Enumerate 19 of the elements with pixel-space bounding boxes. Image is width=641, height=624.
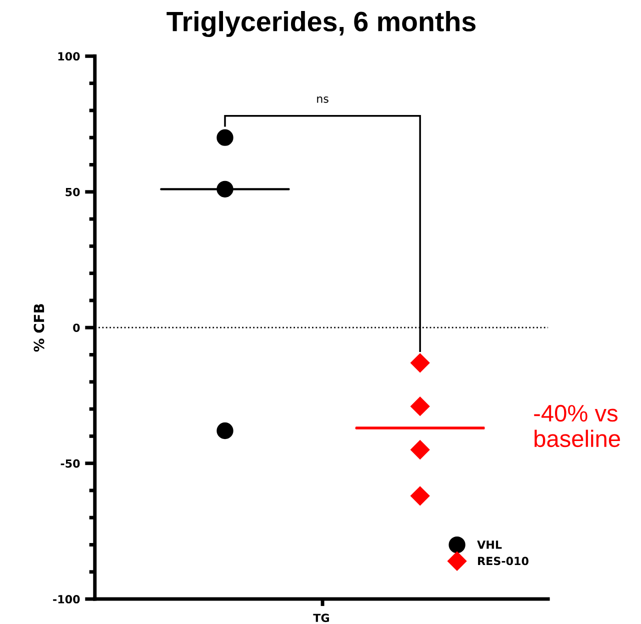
point xyxy=(410,353,430,372)
y-tick-label: -100 xyxy=(53,595,80,604)
point xyxy=(410,396,430,416)
point xyxy=(216,180,234,198)
annotation: -40% vs baseline xyxy=(534,404,620,448)
legend-label: RES-010 xyxy=(478,556,528,566)
annotation: ns xyxy=(317,96,328,103)
legend-label: VHL xyxy=(477,540,502,549)
y-tick-label: 100 xyxy=(58,52,80,61)
point xyxy=(216,129,234,146)
point xyxy=(410,440,430,460)
y-tick-label: 50 xyxy=(66,188,80,196)
x-axis-title: TG xyxy=(313,614,329,622)
chart-title: Triglycerides, 6 months xyxy=(166,11,476,38)
y-tick-label: 0 xyxy=(73,324,80,332)
y-tick-label: -50 xyxy=(60,459,80,468)
point xyxy=(410,486,430,506)
point xyxy=(216,422,234,440)
y-axis-title: % CFB xyxy=(34,304,44,352)
